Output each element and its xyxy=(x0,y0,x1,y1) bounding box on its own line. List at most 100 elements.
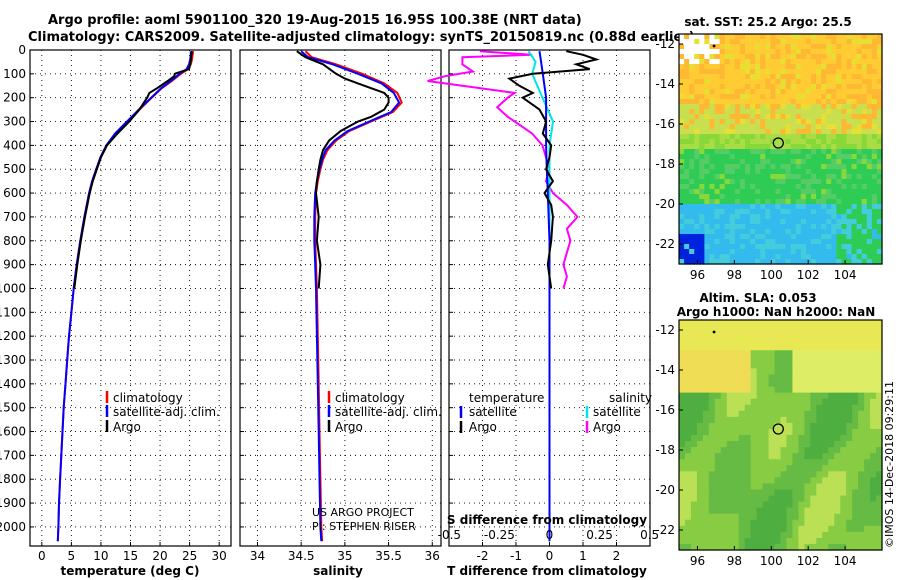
map-cell xyxy=(679,362,686,370)
map-cell xyxy=(756,489,764,497)
map-cell xyxy=(858,392,865,400)
map-cell xyxy=(822,501,829,509)
map-cell xyxy=(714,239,721,245)
map-cell xyxy=(798,368,805,376)
map-cell xyxy=(744,465,752,472)
map-cell xyxy=(708,465,716,472)
map-cell xyxy=(821,44,827,50)
map-cell xyxy=(770,154,777,160)
map-cell xyxy=(719,214,726,220)
map-cell xyxy=(724,59,731,65)
map-cell xyxy=(866,34,873,40)
map-cell xyxy=(846,94,853,100)
map-cell xyxy=(841,244,848,250)
map-cell xyxy=(805,189,812,195)
map-cell xyxy=(795,79,802,85)
map-cell xyxy=(770,144,777,150)
map-cell xyxy=(684,129,690,135)
map-cell xyxy=(738,519,746,527)
map-cell xyxy=(861,189,868,195)
map-cell xyxy=(770,194,777,200)
map-cell xyxy=(744,209,751,215)
map-cell xyxy=(864,386,871,394)
map-cell xyxy=(821,119,827,125)
map-cell xyxy=(699,124,705,130)
map-cell xyxy=(826,209,832,215)
map-cell xyxy=(851,124,858,130)
map-cell xyxy=(760,194,766,200)
map-cell xyxy=(836,224,842,230)
map-cell xyxy=(720,447,728,454)
map-lat-label: -18 xyxy=(655,443,675,457)
map-cell xyxy=(821,254,827,260)
map-cell xyxy=(841,219,848,225)
map-cell xyxy=(704,34,711,40)
map-cell xyxy=(870,525,877,533)
map-cell xyxy=(762,344,770,351)
map-cell xyxy=(870,489,877,497)
map-cell xyxy=(684,338,692,345)
map-cell xyxy=(836,99,842,105)
map-cell xyxy=(795,244,802,250)
map-cell xyxy=(856,184,863,190)
map-cell xyxy=(720,380,728,388)
map-cell xyxy=(726,441,734,448)
map-cell xyxy=(704,224,711,230)
map-cell xyxy=(744,244,751,250)
map-cell xyxy=(876,119,883,125)
map-cell xyxy=(851,169,858,175)
map-cell xyxy=(785,54,792,60)
map-cell xyxy=(719,179,726,185)
map-cell xyxy=(720,471,728,478)
depth-tick-label: 300 xyxy=(3,115,26,129)
map-cell xyxy=(744,362,752,370)
map-cell xyxy=(858,477,865,485)
map-cell xyxy=(810,39,817,45)
map-cell xyxy=(798,374,805,382)
map-cell xyxy=(866,69,873,75)
map-cell xyxy=(726,380,734,388)
map-cell xyxy=(831,89,837,95)
map-cell xyxy=(866,239,873,245)
map-cell xyxy=(836,74,842,80)
map-cell xyxy=(724,159,731,165)
map-cell xyxy=(690,483,698,491)
map-cell xyxy=(689,79,695,85)
map-cell xyxy=(871,59,878,65)
map-cell xyxy=(856,164,863,170)
map-cell xyxy=(846,410,853,418)
map-cell xyxy=(816,531,823,539)
map-cell xyxy=(708,428,716,436)
map-cell xyxy=(834,519,841,527)
map-cell xyxy=(744,525,752,533)
map-cell xyxy=(790,114,797,120)
map-cell xyxy=(871,209,878,215)
map-cell xyxy=(704,104,711,110)
map-cell xyxy=(798,416,805,424)
map-cell xyxy=(755,259,761,265)
map-cell xyxy=(774,489,782,497)
map-cell xyxy=(852,519,859,527)
map-cell xyxy=(846,224,853,230)
map-cell xyxy=(684,507,692,515)
map-cell xyxy=(795,54,802,60)
map-cell xyxy=(714,159,721,165)
map-cell xyxy=(679,189,685,195)
map-cell xyxy=(804,513,811,521)
map-cell xyxy=(720,477,728,485)
map-cell xyxy=(870,513,877,521)
map-cell xyxy=(750,59,756,65)
map-cell xyxy=(762,453,770,460)
map-cell xyxy=(836,214,842,220)
map-cell xyxy=(774,410,782,418)
map-cell xyxy=(800,239,807,245)
map-cell xyxy=(834,507,841,515)
map-cell xyxy=(790,174,797,180)
map-cell xyxy=(765,169,771,175)
map-cell xyxy=(800,174,807,180)
depth-tick-label: 500 xyxy=(3,162,26,176)
map-cell xyxy=(702,525,710,533)
map-cell xyxy=(822,543,829,551)
map-cell xyxy=(760,209,766,215)
map-cell xyxy=(846,537,853,545)
